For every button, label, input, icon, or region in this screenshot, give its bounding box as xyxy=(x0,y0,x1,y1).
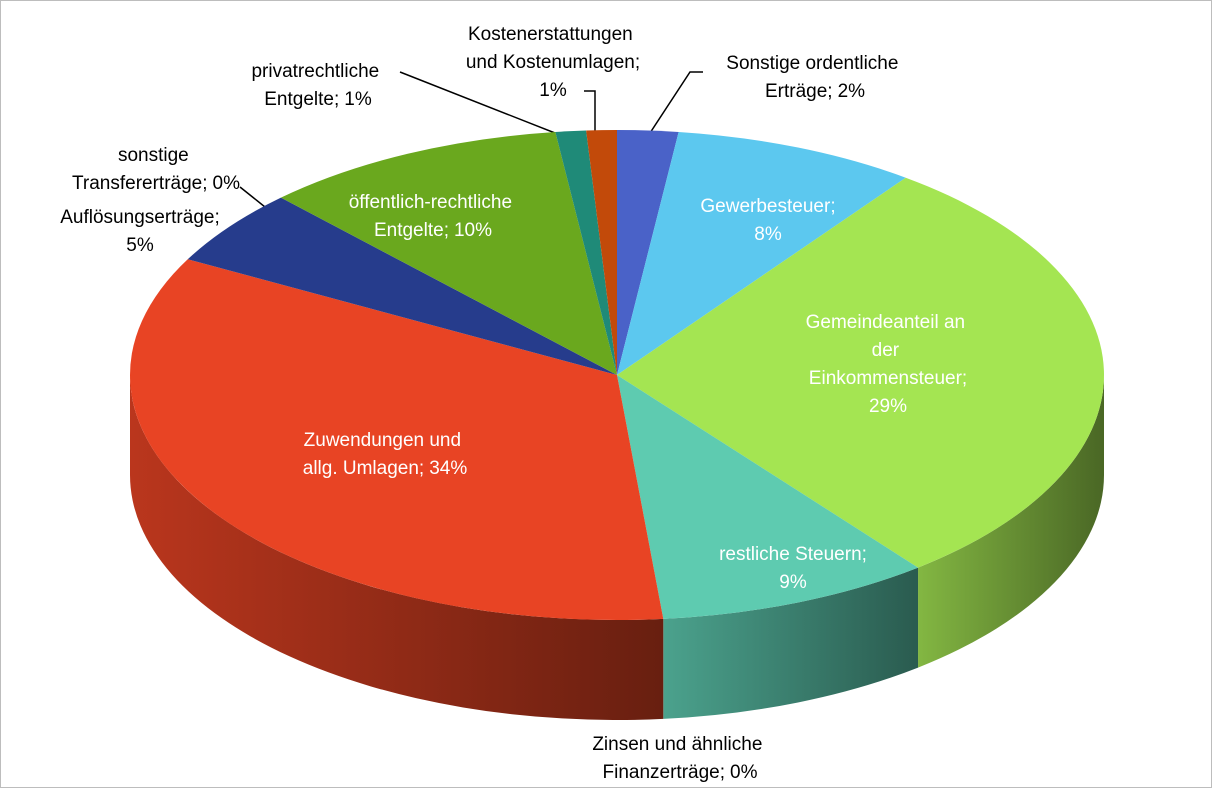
label-separator: ; xyxy=(827,81,832,102)
label-separator: ; xyxy=(720,762,725,783)
leader-line xyxy=(239,186,266,208)
label-separator: ; xyxy=(202,173,207,194)
leader-line xyxy=(649,71,703,134)
slice xyxy=(617,375,919,619)
slice xyxy=(617,177,1104,568)
slice xyxy=(187,197,617,375)
slice-side xyxy=(918,375,1104,668)
slice xyxy=(586,130,617,375)
slice xyxy=(617,131,906,375)
slice-label: Zuwendungen und allg. Umlagen xyxy=(303,430,467,479)
slice xyxy=(129,259,664,620)
slice xyxy=(617,130,679,375)
slice-label: Gemeindeanteil an der Einkommensteuer xyxy=(806,312,971,389)
value-label: 29% xyxy=(869,396,907,417)
leader-lines xyxy=(239,71,703,208)
label-separator: ; xyxy=(635,52,640,73)
value-label: 8% xyxy=(754,224,782,245)
value-label: 10% xyxy=(454,220,492,241)
slice-label: Zinsen und ähnliche Finanzerträge xyxy=(592,734,767,783)
slice-label: Kostenerstattungen und Kostenumlagen xyxy=(466,24,638,73)
label-separator: ; xyxy=(962,368,967,389)
leader-line xyxy=(399,71,556,134)
slice-label: öffentlich-rechtliche Entgelte xyxy=(349,192,518,241)
slice-label: Gewerbesteuer xyxy=(700,196,831,217)
slice xyxy=(280,131,617,375)
slice-label: sonstige Transfererträge xyxy=(72,145,202,194)
slice-side xyxy=(663,567,919,719)
value-label: 9% xyxy=(779,572,807,593)
label-separator: ; xyxy=(444,220,449,241)
slice-label: restliche Steuern xyxy=(719,544,862,565)
value-label: 34% xyxy=(429,458,467,479)
value-label: 1% xyxy=(344,89,372,110)
slice-label: Sonstige ordentliche Erträge xyxy=(726,53,903,102)
slice xyxy=(555,130,617,375)
leader-line xyxy=(584,90,596,133)
label-separator: ; xyxy=(419,458,424,479)
value-label: 5% xyxy=(126,235,154,256)
label-separator: ; xyxy=(334,89,339,110)
label-separator: ; xyxy=(862,544,867,565)
label-separator: ; xyxy=(214,207,219,228)
slice-label: Auflösungserträge xyxy=(60,207,214,228)
slice-label: privatrechtliche Entgelte xyxy=(251,61,384,110)
value-label: 0% xyxy=(730,762,758,783)
value-label: 2% xyxy=(838,81,866,102)
label-separator: ; xyxy=(830,196,835,217)
value-label: 1% xyxy=(539,80,567,101)
slice-side xyxy=(130,375,664,720)
value-label: 0% xyxy=(213,173,241,194)
